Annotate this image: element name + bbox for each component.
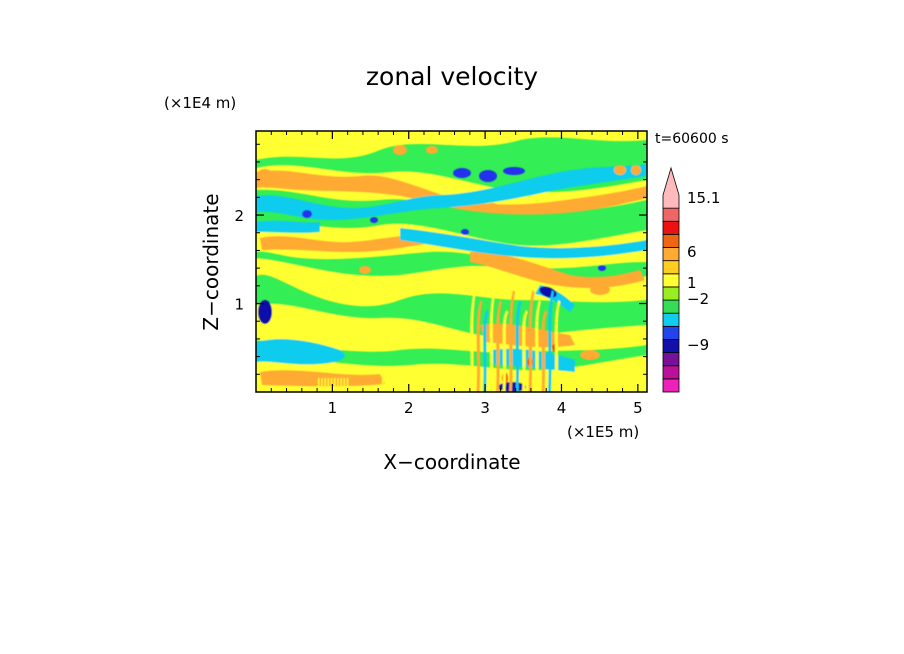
- field-core-blue: [479, 170, 497, 182]
- colorbar-segment: [662, 247, 680, 262]
- field-blob-orange: [580, 350, 600, 360]
- colorbar-segment: [662, 220, 680, 235]
- colorbar-segment: [662, 233, 680, 248]
- field-streak: [489, 290, 496, 392]
- colorbar: 15.1 6 1−2 −9: [662, 166, 720, 393]
- field-blob-orange: [514, 206, 526, 214]
- field-streak: [483, 310, 489, 392]
- plot-frame: [255, 130, 648, 393]
- field-streak: [554, 300, 561, 392]
- field-tick-streak: [337, 378, 339, 388]
- field-band-orange: [260, 235, 425, 252]
- field-blob-orange: [614, 165, 626, 175]
- field-core-blue: [598, 265, 606, 271]
- colorbar-segment-top: [662, 166, 680, 209]
- field-streak: [470, 290, 476, 392]
- colorbar-segment: [662, 312, 680, 327]
- x-tick-label: 5: [633, 399, 643, 417]
- colorbar-segment: [662, 286, 680, 301]
- field-blob-orange: [359, 266, 371, 274]
- colorbar-label: −2: [687, 290, 709, 308]
- colorbar-label: −9: [687, 336, 709, 354]
- field-blob-orange: [426, 146, 438, 154]
- field-tick-streak: [330, 378, 333, 388]
- field-band-cyan: [256, 220, 320, 233]
- colorbar-segment: [662, 378, 680, 393]
- field-tick-streak: [318, 378, 320, 388]
- field-streak: [509, 290, 515, 392]
- colorbar-segment: [662, 352, 680, 367]
- colorbar-segment: [662, 299, 680, 314]
- contour-field: [256, 131, 647, 392]
- field-core-blue: [461, 229, 469, 235]
- chart-title: zonal velocity: [366, 62, 538, 91]
- colorbar-segment: [662, 339, 680, 354]
- field-blob-orange: [631, 165, 641, 175]
- field-tick-streak: [346, 378, 349, 388]
- time-label: t=60600 s: [655, 131, 729, 147]
- field-core-darkblue: [258, 300, 272, 324]
- field-tick-streak: [327, 378, 330, 388]
- field-tick-streak: [391, 378, 394, 388]
- field-band-yellow: [256, 131, 647, 160]
- x-unit-label: (×1E5 m): [567, 423, 639, 441]
- field-tick-streak: [321, 378, 323, 388]
- field-streak: [515, 300, 522, 392]
- field-streak: [522, 310, 528, 392]
- x-tick-label: 3: [480, 399, 490, 417]
- colorbar-segment: [662, 273, 680, 288]
- field-tick-streak: [394, 378, 397, 388]
- field-tick-streak: [382, 378, 384, 388]
- field-streak: [528, 290, 535, 392]
- field-streak: [502, 310, 509, 392]
- field-tick-streak: [334, 378, 336, 388]
- colorbar-segment: [662, 365, 680, 380]
- field-streak: [541, 310, 548, 392]
- field-tick-streak: [340, 378, 342, 388]
- field-streak: [496, 300, 502, 392]
- colorbar-segment: [662, 325, 680, 340]
- field-band-orange: [256, 170, 647, 215]
- field-band-cyan: [256, 339, 345, 365]
- field-streak: [548, 290, 554, 392]
- x-axis: 1 2 3 4 5: [270, 131, 643, 417]
- field-tick-streak: [407, 378, 410, 388]
- x-tick-label: 1: [328, 399, 338, 417]
- field-blob-orange: [279, 171, 295, 181]
- field-tick-streak: [343, 378, 346, 388]
- field-band-cyan: [256, 164, 647, 220]
- field-blob-orange: [590, 285, 610, 295]
- x-tick-label: 2: [404, 399, 414, 417]
- x-tick-label: 4: [557, 399, 567, 417]
- field-tick-streak: [385, 378, 387, 388]
- field-tick-streak: [398, 378, 400, 388]
- field-core-blue: [453, 168, 471, 178]
- field-tick-streak: [388, 378, 390, 388]
- field-blob-orange: [485, 203, 499, 213]
- field-core-blue: [503, 167, 525, 175]
- colorbar-label: 6: [687, 243, 697, 261]
- field-tick-streak: [404, 378, 406, 388]
- colorbar-segment: [662, 207, 680, 222]
- field-streak: [476, 300, 483, 392]
- field-band-cyan: [400, 228, 647, 259]
- field-blob-orange: [257, 169, 273, 181]
- field-tick-streak: [324, 378, 326, 388]
- y-axis-label: Z−coordinate: [199, 193, 223, 330]
- y-tick-label: 2: [234, 207, 244, 225]
- x-axis-label: X−coordinate: [383, 450, 520, 474]
- field-band-orange: [470, 251, 645, 288]
- field-streak: [535, 300, 541, 392]
- colorbar-label: 1: [687, 274, 697, 292]
- y-unit-label: (×1E4 m): [164, 94, 236, 112]
- y-tick-label: 1: [234, 296, 244, 314]
- colorbar-segment: [662, 260, 680, 275]
- field-core-blue: [302, 210, 312, 218]
- colorbar-label: 15.1: [687, 189, 720, 207]
- field-blob-orange: [393, 145, 407, 155]
- field-core-blue: [370, 217, 378, 223]
- field-tick-streak: [401, 378, 403, 388]
- y-axis: 12: [234, 143, 647, 375]
